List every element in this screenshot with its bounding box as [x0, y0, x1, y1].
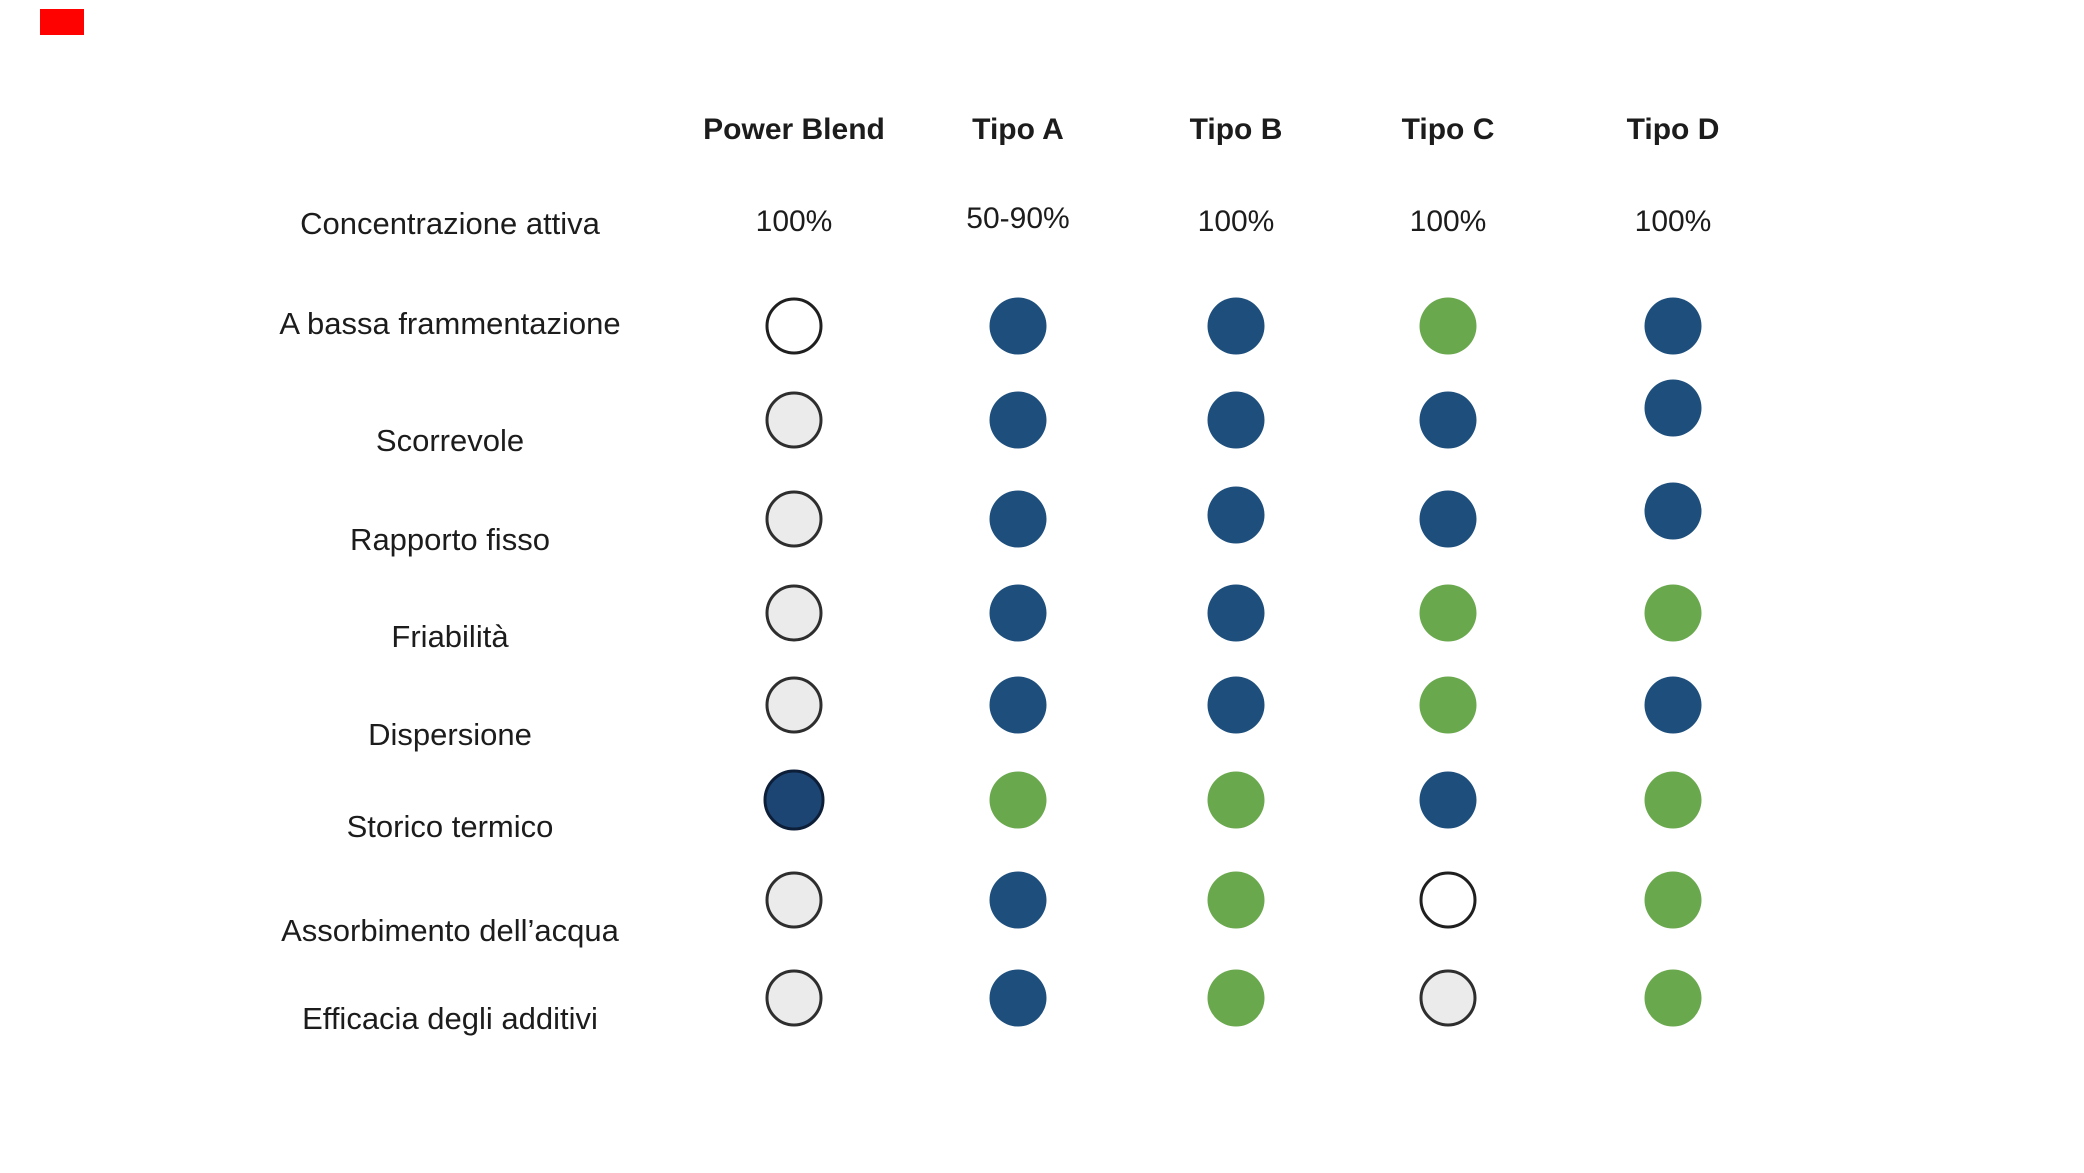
rating-dot: [765, 490, 823, 548]
rating-dot: [1207, 771, 1265, 829]
rating-dot: [1207, 871, 1265, 929]
row-label-rapporto-fisso: Rapporto fisso: [350, 522, 550, 557]
rating-dot: [1644, 871, 1702, 929]
rating-dot: [1419, 969, 1477, 1027]
rating-dot: [765, 391, 823, 449]
rating-dot: [1207, 969, 1265, 1027]
rating-dot: [765, 676, 823, 734]
rating-dot: [989, 771, 1047, 829]
rating-dot: [1207, 297, 1265, 355]
rating-dot: [989, 676, 1047, 734]
rating-dot: [1644, 676, 1702, 734]
rating-dot: [1419, 676, 1477, 734]
value-cell: 50-90%: [966, 202, 1070, 235]
column-header-tipo-b: Tipo B: [1189, 113, 1283, 146]
rating-dot: [989, 391, 1047, 449]
rating-dot: [1207, 486, 1265, 544]
row-label-scorrevole: Scorrevole: [375, 423, 525, 458]
rating-dot: [765, 297, 823, 355]
row-label-storico-termico: Storico termico: [346, 809, 554, 844]
rating-dot: [989, 871, 1047, 929]
column-header-power-blend: Power Blend: [703, 113, 885, 146]
rating-dot: [1419, 771, 1477, 829]
value-cell: 100%: [1197, 205, 1275, 238]
rating-dot: [1207, 584, 1265, 642]
rating-dot: [1419, 584, 1477, 642]
row-label-dispersione: Dispersione: [368, 717, 532, 752]
rating-dot: [1644, 482, 1702, 540]
row-label-a-bassa-frammentazione: A bassa frammentazione: [279, 306, 621, 341]
rating-dot: [1419, 871, 1477, 929]
row-label-concentrazione-attiva: Concentrazione attiva: [300, 206, 600, 241]
rating-dot: [989, 297, 1047, 355]
value-cell: 100%: [1409, 205, 1487, 238]
rating-dot: [989, 490, 1047, 548]
value-cell: 100%: [1634, 205, 1712, 238]
rating-dot: [1644, 297, 1702, 355]
rating-dot: [1207, 391, 1265, 449]
rating-dot: [1644, 584, 1702, 642]
row-label-efficacia-additivi: Efficacia degli additivi: [302, 1001, 598, 1036]
rating-dot: [765, 969, 823, 1027]
column-header-tipo-c: Tipo C: [1401, 113, 1495, 146]
rating-dot: [763, 769, 825, 831]
column-header-tipo-d: Tipo D: [1626, 113, 1720, 146]
rating-dot: [989, 969, 1047, 1027]
rating-dot: [1419, 391, 1477, 449]
row-label-friabilita: Friabilità: [391, 619, 509, 654]
rating-dot: [1207, 676, 1265, 734]
rating-dot: [765, 871, 823, 929]
rating-dot: [1644, 771, 1702, 829]
red-marker-rectangle: [40, 9, 84, 35]
rating-dot: [1419, 490, 1477, 548]
column-header-tipo-a: Tipo A: [972, 113, 1064, 146]
rating-dot: [765, 584, 823, 642]
value-cell: 100%: [755, 205, 833, 238]
rating-dot: [1644, 969, 1702, 1027]
rating-dot: [989, 584, 1047, 642]
rating-dot: [1419, 297, 1477, 355]
row-label-assorbimento-acqua: Assorbimento dell’acqua: [281, 913, 619, 948]
rating-dot: [1644, 379, 1702, 437]
